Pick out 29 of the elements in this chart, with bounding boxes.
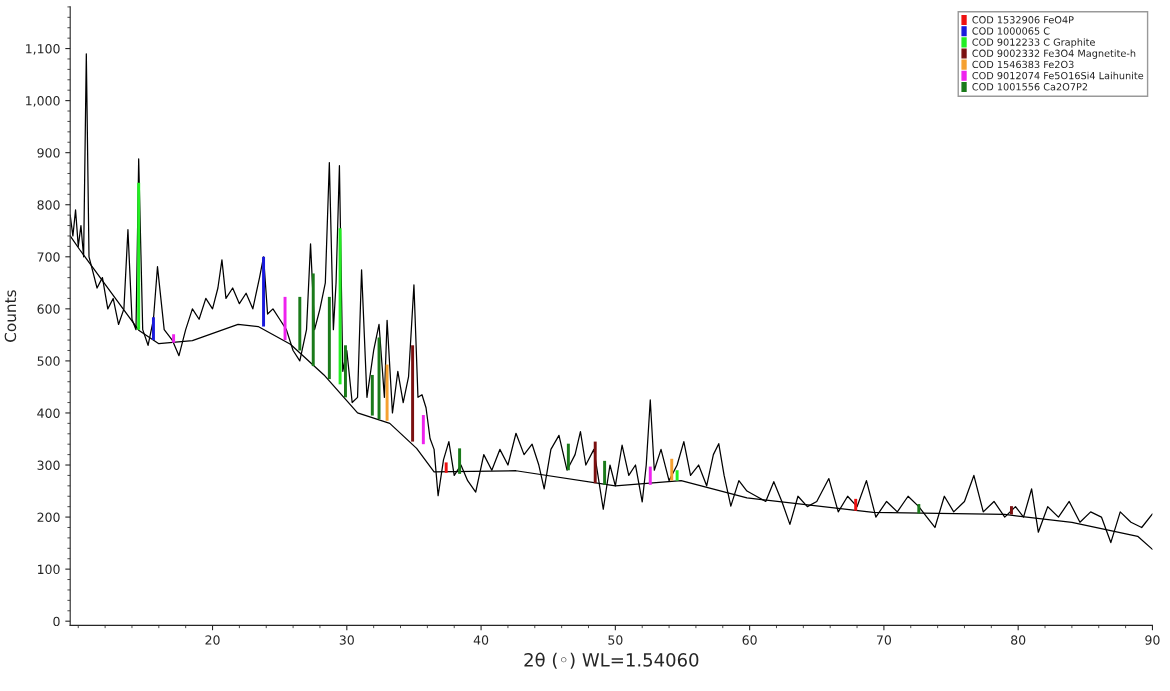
y-tick-label: 300	[37, 460, 60, 470]
legend-label: COD 1000065 C	[972, 27, 1050, 35]
x-tick-label: 40	[473, 635, 489, 645]
y-tick-label: 1,000	[26, 96, 60, 107]
y-tick-label: 1,100	[26, 44, 60, 55]
x-tick-label: 30	[339, 635, 354, 645]
y-tick-label: 700	[37, 252, 60, 262]
y-tick-label: 200	[37, 512, 60, 522]
x-tick-label: 90	[1145, 635, 1160, 645]
y-tick-label: 600	[37, 304, 60, 314]
x-tick-label: 60	[742, 635, 757, 645]
legend-label: COD 1532906 FeO4P	[972, 16, 1074, 24]
y-tick-label: 900	[37, 148, 60, 158]
x-tick-label: 20	[205, 635, 220, 645]
y-tick-label: 400	[37, 408, 60, 418]
y-tick-label: 800	[37, 200, 60, 210]
x-axis-title: 2θ (◦) WL=1.54060	[524, 652, 699, 669]
legend-label: COD 9012074 Fe5O16Si4 Laihunite	[972, 71, 1144, 80]
y-tick-label: 100	[37, 564, 60, 575]
x-tick-label: 80	[1011, 635, 1026, 645]
y-axis-title: Counts	[4, 290, 17, 342]
legend-label: COD 9012233 C Graphite	[972, 38, 1095, 48]
y-tick-label: 500	[37, 356, 60, 366]
legend-label: COD 1546383 Fe2O3	[972, 60, 1074, 69]
y-tick-label: 0	[53, 616, 60, 627]
legend-label: COD 9002332 Fe3O4 Magnetite-h	[972, 49, 1136, 59]
legend-label: COD 1001556 Ca2O7P2	[972, 83, 1088, 91]
x-tick-label: 50	[608, 635, 623, 645]
x-tick-label: 70	[876, 635, 892, 645]
